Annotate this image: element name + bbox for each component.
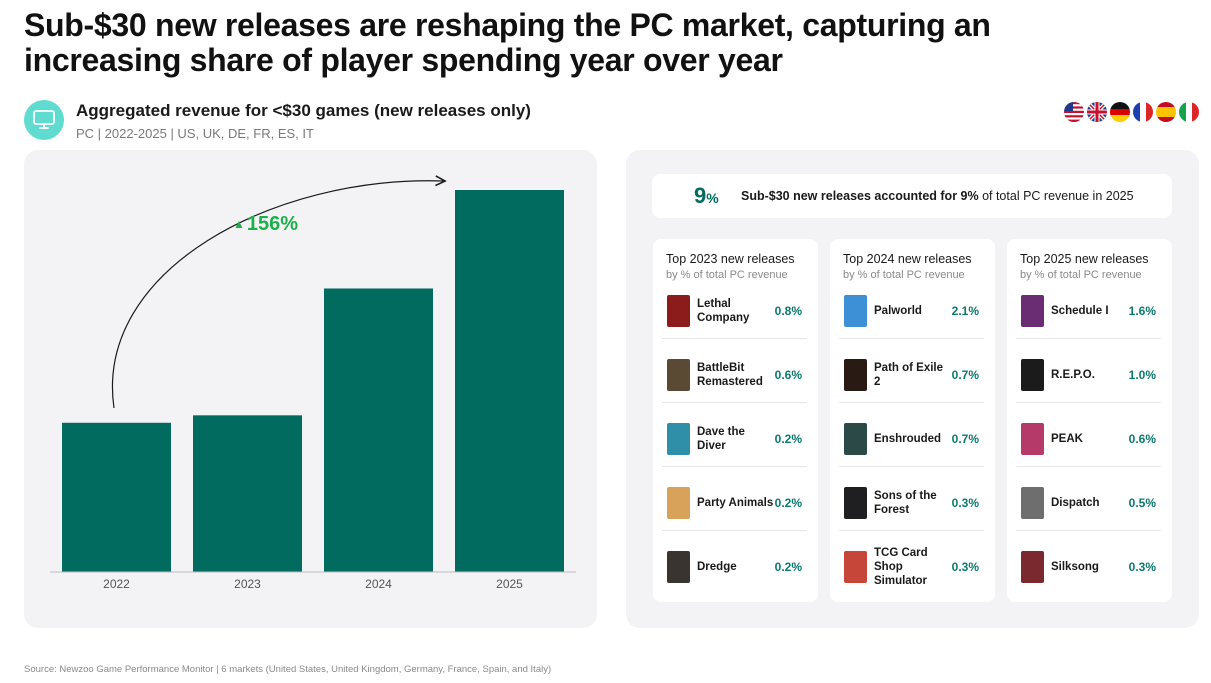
game-cover-icon: [667, 295, 690, 327]
headline: Sub-$30 new releases are reshaping the P…: [24, 7, 991, 78]
game-name: Dredge: [697, 561, 737, 573]
germany-flag-icon: [1110, 102, 1130, 122]
growth-arrow: [111, 181, 444, 409]
game-cover-icon: [667, 551, 690, 583]
uk-flag-icon: [1087, 102, 1107, 122]
game-share: 0.3%: [1128, 560, 1156, 574]
game-cover-icon: [844, 487, 867, 519]
game-name: PEAK: [1051, 433, 1083, 445]
game-share: 0.6%: [1128, 432, 1156, 446]
game-name: Sons of the Forest: [874, 490, 937, 516]
game-share: 1.6%: [1128, 304, 1156, 318]
game-row: Lethal Company 0.8%: [662, 283, 807, 339]
game-cover-icon: [667, 487, 690, 519]
revenue-bar-chart: 2022 2023 2024 2025: [50, 150, 576, 591]
game-name: BattleBit Remastered: [697, 362, 763, 388]
revenue-chart-panel: 2022 2023 2024 2025 ▲ 156%: [24, 150, 597, 628]
game-cover-icon: [667, 359, 690, 391]
summary-box: 9% Sub-$30 new releases accounted for 9%…: [652, 174, 1172, 218]
top-releases-card: Top 2023 new releases by % of total PC re…: [653, 239, 818, 602]
game-cover-icon: [1021, 551, 1044, 583]
us-flag-icon: [1064, 102, 1084, 122]
game-share: 0.8%: [774, 304, 802, 318]
bar-2023: [193, 415, 302, 572]
game-name: Enshrouded: [874, 433, 942, 445]
top-releases-card: Top 2024 new releases by % of total PC re…: [830, 239, 995, 602]
game-share: 0.2%: [774, 432, 802, 446]
game-share: 1.0%: [1128, 368, 1156, 382]
game-cover-icon: [1021, 295, 1044, 327]
game-share: 0.6%: [774, 368, 802, 382]
game-name: Dispatch: [1051, 497, 1100, 509]
card-subtitle: by % of total PC revenue: [1020, 269, 1142, 281]
top-releases-card: Top 2025 new releases by % of total PC re…: [1007, 239, 1172, 602]
game-row: Party Animals 0.2%: [662, 475, 807, 531]
game-name: TCG Card Shop Simulator: [874, 547, 928, 587]
france-flag-icon: [1133, 102, 1153, 122]
game-cover-icon: [844, 295, 867, 327]
card-title: Top 2025 new releases: [1020, 252, 1149, 266]
game-cover-icon: [1021, 359, 1044, 391]
game-cover-icon: [1021, 423, 1044, 455]
card-subtitle: by % of total PC revenue: [666, 269, 788, 281]
card-title: Top 2023 new releases: [666, 252, 795, 266]
x-tick-label: 2022: [103, 577, 130, 591]
game-row: PEAK 0.6%: [1016, 411, 1161, 467]
game-row: R.E.P.O. 1.0%: [1016, 347, 1161, 403]
chart-subtitle: Aggregated revenue for <$30 games (new r…: [76, 101, 531, 120]
game-share: 0.7%: [951, 432, 979, 446]
card-subtitle: by % of total PC revenue: [843, 269, 965, 281]
game-name: Palworld: [874, 305, 922, 317]
game-share: 0.2%: [774, 560, 802, 574]
game-row: Silksong 0.3%: [1016, 539, 1161, 595]
italy-flag-icon: [1179, 102, 1199, 122]
bar-2022: [62, 422, 171, 572]
growth-label: ▲ 156%: [233, 213, 299, 235]
summary-text: Sub-$30 new releases accounted for 9% of…: [741, 189, 1134, 203]
game-row: Palworld 2.1%: [839, 283, 984, 339]
game-share: 0.5%: [1128, 496, 1156, 510]
game-name: R.E.P.O.: [1051, 369, 1095, 381]
bar-2024: [324, 288, 433, 572]
game-share: 0.2%: [774, 496, 802, 510]
game-cover-icon: [844, 551, 867, 583]
top-releases-panel: 9% Sub-$30 new releases accounted for 9%…: [626, 150, 1199, 628]
game-name: Lethal Company: [697, 298, 750, 324]
game-row: Dave the Diver 0.2%: [662, 411, 807, 467]
game-row: Dredge 0.2%: [662, 539, 807, 595]
x-tick-label: 2023: [234, 577, 261, 591]
game-share: 0.3%: [951, 496, 979, 510]
game-share: 0.3%: [951, 560, 979, 574]
spain-flag-icon: [1156, 102, 1176, 122]
x-tick-label: 2024: [365, 577, 392, 591]
game-share: 0.7%: [951, 368, 979, 382]
game-cover-icon: [1021, 487, 1044, 519]
game-cover-icon: [844, 359, 867, 391]
game-row: Enshrouded 0.7%: [839, 411, 984, 467]
game-name: Party Animals: [697, 497, 774, 509]
card-title: Top 2024 new releases: [843, 252, 972, 266]
game-row: Path of Exile 2 0.7%: [839, 347, 984, 403]
game-cover-icon: [844, 423, 867, 455]
source-note: Source: Newzoo Game Performance Monitor …: [24, 664, 552, 675]
summary-figure: 9%: [694, 183, 719, 208]
monitor-icon: [24, 100, 64, 140]
game-name: Schedule I: [1051, 305, 1109, 317]
game-row: Schedule I 1.6%: [1016, 283, 1161, 339]
game-share: 2.1%: [951, 304, 979, 318]
market-flags: [1064, 102, 1199, 122]
game-name: Path of Exile 2: [874, 362, 944, 388]
x-tick-label: 2025: [496, 577, 523, 591]
game-row: Dispatch 0.5%: [1016, 475, 1161, 531]
game-row: Sons of the Forest 0.3%: [839, 475, 984, 531]
game-row: TCG Card Shop Simulator 0.3%: [839, 539, 984, 595]
game-row: BattleBit Remastered 0.6%: [662, 347, 807, 403]
game-cover-icon: [667, 423, 690, 455]
game-name: Dave the Diver: [697, 426, 745, 452]
game-name: Silksong: [1051, 561, 1099, 573]
chart-meta: PC | 2022-2025 | US, UK, DE, FR, ES, IT: [76, 126, 314, 141]
bar-2025: [455, 190, 564, 572]
